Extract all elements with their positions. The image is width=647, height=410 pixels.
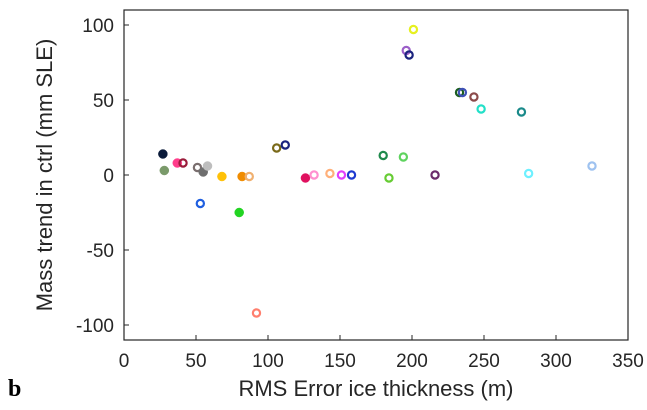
data-point-17: [325, 168, 335, 179]
data-point-30: [476, 104, 486, 114]
data-point-11: [244, 171, 254, 182]
x-axis-ticks: 0 50 100 150 200 250 300 350: [119, 335, 644, 372]
x-tick-label: 100: [252, 351, 284, 372]
x-tick-label: 250: [468, 351, 500, 372]
data-point-14: [280, 140, 290, 150]
data-point-20: [378, 150, 388, 161]
data-point-18: [336, 170, 347, 180]
x-axis-label: RMS Error ice thickness (m): [238, 376, 513, 401]
y-axis-label: Mass trend in ctrl (mm SLE): [32, 39, 57, 312]
data-point-13: [271, 143, 282, 153]
data-point-28: [457, 87, 468, 98]
y-tick-label: 0: [103, 166, 114, 187]
data-point-25: [408, 24, 419, 35]
data-point-9: [234, 207, 244, 218]
data-point-15: [300, 173, 311, 183]
data-point-22: [398, 152, 409, 162]
y-tick-label: 100: [82, 16, 114, 37]
data-point-33: [587, 161, 597, 171]
data-point-32: [523, 168, 534, 179]
data-point-16: [309, 170, 319, 180]
x-tick-label: 350: [612, 351, 644, 372]
x-tick-label: 150: [324, 351, 356, 372]
x-tick-label: 200: [396, 351, 428, 372]
data-point-8: [217, 171, 227, 182]
data-point-12: [251, 308, 262, 318]
x-tick-label: 0: [119, 351, 130, 372]
x-tick-label: 50: [185, 351, 206, 372]
panel-label: b: [8, 376, 22, 402]
data-point-0: [158, 149, 168, 159]
data-point-7: [202, 161, 213, 171]
data-points: [158, 24, 597, 318]
data-point-31: [516, 107, 527, 117]
axes-box: [123, 9, 629, 341]
y-tick-label: 50: [93, 91, 114, 112]
y-tick-label: -100: [76, 316, 114, 337]
data-point-4: [192, 162, 203, 173]
data-point-29: [469, 92, 479, 102]
data-point-21: [384, 173, 394, 183]
data-point-1: [159, 165, 170, 176]
data-point-19: [346, 170, 357, 180]
data-point-5: [195, 198, 206, 209]
data-point-26: [430, 170, 440, 180]
y-axis-ticks: 100 50 0 -50 -100: [76, 16, 129, 337]
x-tick-label: 300: [540, 351, 572, 372]
data-point-24: [404, 50, 414, 60]
data-point-3: [178, 158, 188, 168]
y-tick-label: -50: [87, 241, 114, 262]
